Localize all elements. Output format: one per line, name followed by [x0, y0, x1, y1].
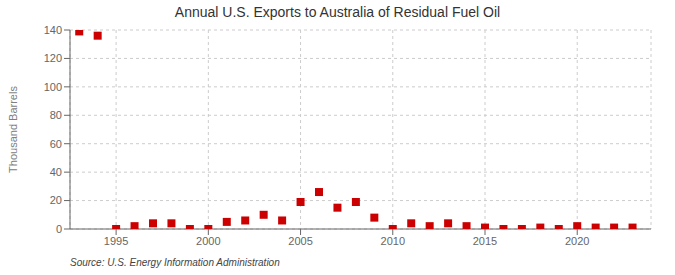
svg-text:1995: 1995	[104, 235, 128, 247]
svg-text:140: 140	[44, 24, 62, 36]
svg-text:2010: 2010	[381, 235, 405, 247]
svg-text:100: 100	[44, 81, 62, 93]
svg-text:0: 0	[56, 223, 62, 235]
svg-text:2020: 2020	[565, 235, 589, 247]
svg-text:2005: 2005	[288, 235, 312, 247]
html-text:Source: U.S. Energy Informatio: Source: U.S. Energy Information Administ…	[70, 257, 280, 268]
svg-text:20: 20	[50, 194, 62, 206]
svg-text:120: 120	[44, 52, 62, 64]
html-text:Annual U.S. Exports to Austral: Annual U.S. Exports to Australia of Resi…	[174, 4, 501, 20]
svg-text:40: 40	[50, 166, 62, 178]
svg-text:Thousand Barrels: Thousand Barrels	[8, 86, 19, 173]
svg-text:60: 60	[50, 138, 62, 150]
svg-text:2000: 2000	[196, 235, 220, 247]
svg-text:2015: 2015	[473, 235, 497, 247]
svg-text:80: 80	[50, 109, 62, 121]
